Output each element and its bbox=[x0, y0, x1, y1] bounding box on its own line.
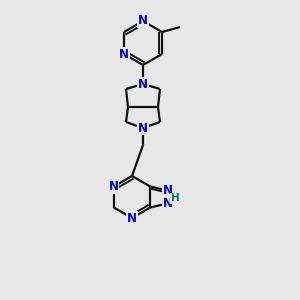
Text: N: N bbox=[138, 77, 148, 91]
Text: N: N bbox=[138, 14, 148, 28]
Text: N: N bbox=[138, 122, 148, 134]
Text: N: N bbox=[119, 47, 129, 61]
Text: N: N bbox=[163, 197, 173, 210]
Text: N: N bbox=[163, 184, 173, 197]
Text: H: H bbox=[171, 193, 179, 203]
Text: N: N bbox=[109, 180, 119, 193]
Text: N: N bbox=[127, 212, 137, 224]
